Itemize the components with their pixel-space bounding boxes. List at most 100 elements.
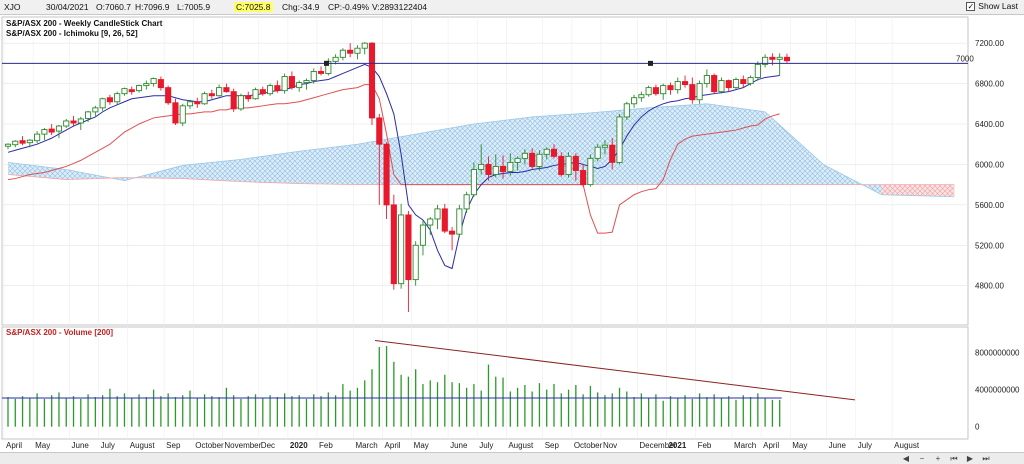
- candle-body: [652, 87, 659, 95]
- date-label: 30/04/2021: [46, 2, 89, 12]
- candle-body: [638, 94, 645, 99]
- cloud-segment: [8, 162, 67, 180]
- candle-body: [783, 56, 791, 62]
- candle-body: [514, 157, 521, 163]
- candle-body: [689, 84, 696, 101]
- candle-body: [339, 49, 346, 58]
- volume-value: V:2893122404: [372, 2, 427, 12]
- time-tick-label: May: [414, 441, 429, 450]
- candle-body: [259, 89, 266, 95]
- candle-body: [550, 148, 558, 157]
- cloud-segment: [299, 144, 358, 185]
- low-value: L:7005.9: [177, 2, 211, 12]
- volume-tick-label: 4000000000: [975, 386, 1020, 395]
- candle-body: [718, 80, 725, 93]
- candle-body: [485, 163, 492, 175]
- candle-body: [106, 97, 113, 103]
- candle-body: [267, 85, 274, 95]
- candle-body: [572, 155, 579, 171]
- price-tick-label: 6800.00: [975, 80, 1004, 89]
- price-tick-label: 4800.00: [975, 282, 1004, 291]
- time-tick-label: June: [829, 441, 847, 450]
- chart-title: S&P/ASX 200 - Weekly CandleStick Chart: [6, 19, 163, 28]
- symbol-label: XJO: [4, 2, 21, 12]
- candle-body: [536, 153, 543, 167]
- candle-body: [776, 56, 783, 60]
- candle-body: [179, 105, 186, 124]
- candle-body: [441, 208, 448, 232]
- scroll-end-icon[interactable]: ⏭: [982, 454, 990, 463]
- candle-body: [711, 75, 718, 93]
- candle-body: [332, 56, 339, 62]
- quote-toolbar: XJO 30/04/2021 O:7060.7 H:7096.9 L:7005.…: [0, 0, 1024, 15]
- candle-body: [172, 102, 179, 124]
- candle-body: [601, 144, 609, 148]
- indicator-lines: [7, 63, 780, 270]
- candle-body: [368, 42, 376, 119]
- show-last-label: Show Last: [978, 1, 1018, 11]
- candle-body: [208, 93, 215, 97]
- candle-body: [55, 125, 63, 132]
- volume-tick-label: 0: [975, 423, 980, 432]
- volume-trendline: [374, 339, 856, 401]
- candle-body: [740, 79, 747, 85]
- candle-body: [303, 80, 310, 84]
- candle-body: [92, 107, 99, 113]
- cloud-segment: [182, 159, 241, 182]
- zoom-out-icon[interactable]: −: [919, 454, 925, 463]
- tenkan-line: [7, 63, 780, 270]
- scroll-right-icon[interactable]: ▶: [966, 454, 974, 463]
- candle-body: [85, 111, 92, 119]
- candle-body: [310, 71, 317, 81]
- candle-body: [128, 89, 135, 93]
- time-tick-label: Nov: [603, 441, 617, 450]
- candle-body: [558, 155, 565, 175]
- candle-body: [135, 85, 143, 92]
- candle-body: [507, 161, 514, 172]
- time-tick-label: July: [101, 441, 115, 450]
- candle-body: [186, 101, 194, 107]
- candle-body: [587, 157, 594, 186]
- price-tick-label: 6400.00: [975, 120, 1004, 129]
- show-last-toggle[interactable]: ✓ Show Last: [966, 1, 1018, 11]
- candle-body: [354, 47, 361, 54]
- scroll-left-icon[interactable]: ◀: [902, 454, 910, 463]
- time-tick-label: Sep: [545, 441, 560, 450]
- candle-body: [645, 87, 652, 96]
- time-tick-label: May: [792, 441, 807, 450]
- horizontal-scrollbar[interactable]: ◀ − + ⏮ ▶ ⏭: [0, 452, 1024, 464]
- level-handle: [324, 60, 329, 66]
- price-tick-label: 6000.00: [975, 160, 1004, 169]
- candle-body: [201, 93, 208, 105]
- candle-body: [26, 139, 33, 144]
- candle-body: [543, 148, 550, 155]
- candle-body: [281, 76, 288, 92]
- time-axis: April May June July August Sep October November…: [6, 441, 920, 450]
- candle-body: [157, 79, 164, 89]
- checkbox-icon[interactable]: ✓: [966, 1, 976, 11]
- candle-body: [492, 165, 499, 175]
- time-tick-label: March: [734, 441, 756, 450]
- chart-area[interactable]: 7000 4800.00 5200.00 5600.00 6000.00 6400.00…: [0, 16, 1024, 452]
- time-tick-label: November: [224, 441, 261, 450]
- candle-body: [12, 140, 19, 146]
- scroll-home-icon[interactable]: ⏮: [950, 454, 958, 463]
- time-tick-label: July: [479, 441, 493, 450]
- price-tick-label: 5200.00: [975, 241, 1004, 250]
- candle-body: [703, 75, 710, 85]
- candle-body: [681, 81, 689, 86]
- zoom-in-icon[interactable]: +: [935, 454, 941, 463]
- cloud-segment: [765, 111, 824, 185]
- kijun-line: [7, 84, 780, 234]
- candle-body: [390, 204, 397, 285]
- horizontal-level[interactable]: 7000: [2, 54, 974, 66]
- candle-body: [34, 133, 41, 142]
- candle-body: [77, 118, 84, 124]
- open-value: O:7060.7: [96, 2, 131, 12]
- candle-body: [660, 85, 667, 95]
- candle-body: [456, 208, 463, 235]
- time-tick-label: June: [450, 441, 468, 450]
- volume-tick-label: 8000000000: [975, 349, 1020, 358]
- candle-body: [41, 129, 48, 135]
- price-tick-label: 7200.00: [975, 39, 1004, 48]
